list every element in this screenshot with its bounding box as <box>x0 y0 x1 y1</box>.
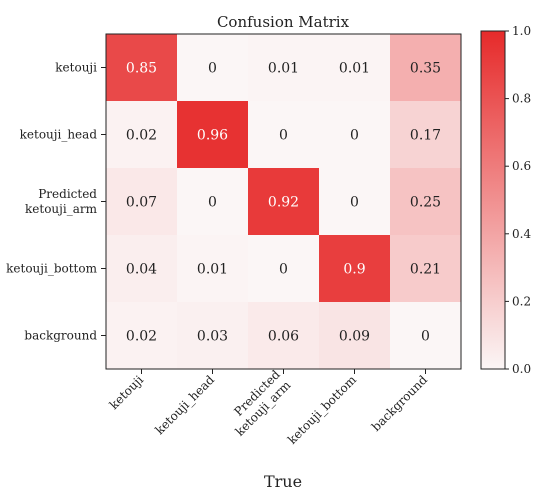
x-tick-label: ketouji <box>107 373 147 413</box>
x-tick-label: ketouji_head <box>152 372 217 437</box>
heatmap-cell <box>390 168 462 236</box>
cell-value: 0.02 <box>126 329 157 345</box>
cell-value: 0 <box>208 195 217 211</box>
cell-value: 0.92 <box>268 195 299 211</box>
cell-value: 0.17 <box>410 128 441 144</box>
colorbar-tick-label: 0.8 <box>512 92 531 106</box>
heatmap-cell <box>177 101 249 169</box>
column-tick-labels: ketouji ketouji_head Predictedketouji_armk… <box>107 367 431 447</box>
heatmap-cell <box>177 168 249 236</box>
x-axis-label: True <box>264 472 302 491</box>
y-tick-label: ketouji_bottom <box>6 262 97 276</box>
heatmap-cell <box>177 235 249 303</box>
row-tick-labels: ketouji ketouji_head Predictedketouji_armk… <box>6 61 106 343</box>
colorbar-tick-label: 0.4 <box>512 227 531 241</box>
cell-value: 0 <box>279 262 288 278</box>
heatmap-cell <box>319 302 391 370</box>
cell-value: 0 <box>421 329 430 345</box>
cell-value: 0.21 <box>410 262 441 278</box>
cell-value: 0.03 <box>197 329 228 345</box>
cell-value: 0.01 <box>268 61 299 77</box>
heatmap-cell <box>319 235 391 303</box>
cell-value: 0.85 <box>126 61 157 77</box>
colorbar-ticks: 0.0 0.2 0.4 0.6 0.8 1.0 <box>505 24 531 376</box>
cell-value: 0.9 <box>343 262 365 278</box>
cell-value: 0.96 <box>197 128 228 144</box>
heatmap-cell <box>248 235 320 303</box>
x-tick-label: ketouji_bottom <box>285 372 360 447</box>
colorbar-tick-label: 1.0 <box>512 24 531 38</box>
cell-value: 0.02 <box>126 128 157 144</box>
colorbar-tick-label: 0.2 <box>512 294 531 308</box>
heatmap-cell <box>106 101 178 169</box>
heatmap-cell <box>106 302 178 370</box>
heatmap-cell <box>106 34 178 102</box>
cell-value-labels: 0.85 0 0.01 0.01 0.35 0.02 0.96 0 0 0.17 0.07 0 0.92… <box>126 61 441 345</box>
heatmap-cell <box>390 235 462 303</box>
chart-title: Confusion Matrix <box>217 13 350 31</box>
heatmap-cell <box>248 302 320 370</box>
heatmap-cell <box>106 168 178 236</box>
heatmap-cell <box>390 101 462 169</box>
heatmap-cell <box>390 34 462 102</box>
cell-value: 0.04 <box>126 262 157 278</box>
heatmap-cells <box>106 34 462 370</box>
heatmap-cell <box>177 302 249 370</box>
x-tick-label: background <box>369 372 430 433</box>
cell-value: 0 <box>279 128 288 144</box>
cell-value: 0.01 <box>197 262 228 278</box>
colorbar-tick-label: 0.0 <box>512 362 531 376</box>
y-tick-label: background <box>24 329 97 343</box>
heatmap-cell <box>248 34 320 102</box>
colorbar: 0.0 0.2 0.4 0.6 0.8 1.0 <box>480 24 531 376</box>
cell-value: 0.07 <box>126 195 157 211</box>
cell-value: 0.35 <box>410 61 441 77</box>
cell-value: 0.09 <box>339 329 370 345</box>
heatmap-cell <box>248 101 320 169</box>
y-tick-label: Predicted <box>38 187 97 201</box>
cell-value: 0.01 <box>339 61 370 77</box>
heatmap-cell <box>319 168 391 236</box>
cell-value: 0 <box>350 195 359 211</box>
heatmap-cell <box>248 168 320 236</box>
colorbar-gradient <box>480 30 506 370</box>
cell-value: 0 <box>350 128 359 144</box>
cell-value: 0 <box>208 61 217 77</box>
heatmap-cell <box>177 34 249 102</box>
y-tick-label: ketouji_arm <box>25 202 98 216</box>
colorbar-tick-label: 0.6 <box>512 159 531 173</box>
y-tick-label: ketouji <box>55 61 97 75</box>
heatmap-cell <box>319 34 391 102</box>
heatmap-cell <box>319 101 391 169</box>
heatmap-cell <box>390 302 462 370</box>
heatmap-cell <box>106 235 178 303</box>
cell-value: 0.06 <box>268 329 299 345</box>
y-tick-label: ketouji_head <box>20 128 98 142</box>
cell-value: 0.25 <box>410 195 441 211</box>
